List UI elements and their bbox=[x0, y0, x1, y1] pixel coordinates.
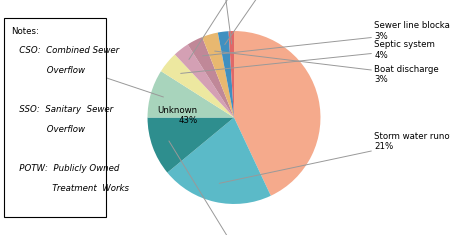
Wedge shape bbox=[229, 31, 234, 118]
Text: SSO
3%: SSO 3% bbox=[189, 0, 260, 59]
Text: CSO
1%: CSO 1% bbox=[212, 0, 232, 44]
Text: Septic system
4%: Septic system 4% bbox=[181, 40, 435, 73]
Wedge shape bbox=[175, 44, 234, 118]
Text: Boat discharge
3%: Boat discharge 3% bbox=[215, 51, 439, 84]
Text: Other
9%: Other 9% bbox=[78, 63, 163, 97]
Text: Sewer line blockage/break
3%: Sewer line blockage/break 3% bbox=[202, 21, 450, 56]
Text: CSO:  Combined Sewer: CSO: Combined Sewer bbox=[11, 46, 119, 55]
Wedge shape bbox=[234, 31, 320, 196]
Wedge shape bbox=[218, 31, 234, 118]
Wedge shape bbox=[167, 118, 271, 204]
Text: Overflow: Overflow bbox=[11, 125, 85, 134]
Wedge shape bbox=[188, 37, 234, 118]
Wedge shape bbox=[161, 55, 234, 118]
Wedge shape bbox=[148, 71, 234, 118]
Wedge shape bbox=[148, 118, 234, 173]
Text: POTW:  Publicly Owned: POTW: Publicly Owned bbox=[11, 164, 119, 173]
Text: Overflow: Overflow bbox=[11, 66, 85, 75]
Wedge shape bbox=[202, 33, 234, 118]
Text: SSO:  Sanitary  Sewer: SSO: Sanitary Sewer bbox=[11, 105, 113, 114]
Text: Storm water runoff
21%: Storm water runoff 21% bbox=[219, 132, 450, 183]
Text: Notes:: Notes: bbox=[11, 27, 39, 35]
Text: POTW
2%: POTW 2% bbox=[225, 0, 294, 45]
Text: Treatment  Works: Treatment Works bbox=[11, 184, 129, 193]
Text: Unknown
43%: Unknown 43% bbox=[158, 106, 198, 125]
Text: Wildlife
11%: Wildlife 11% bbox=[169, 141, 258, 235]
